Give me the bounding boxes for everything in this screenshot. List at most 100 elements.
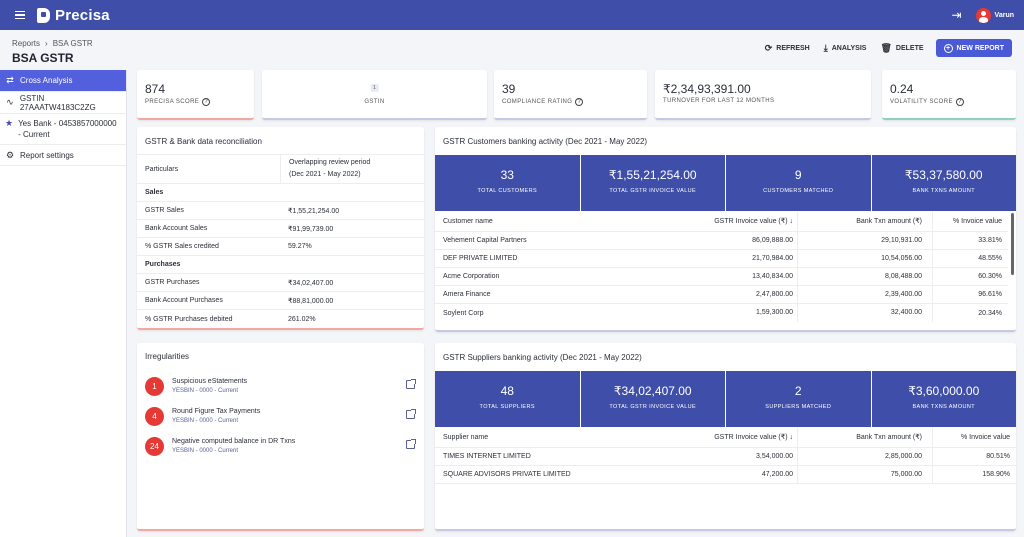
help-icon[interactable]: ? <box>202 98 211 106</box>
pulse-icon: ∿ <box>6 97 14 107</box>
cell: Vehement Capital Partners <box>443 237 527 244</box>
row-label: Bank Account Purchases <box>145 297 223 304</box>
avatar <box>975 7 991 23</box>
table-row: % GSTR Purchases debited 261.02% <box>137 310 424 328</box>
table-scrollbar[interactable] <box>1011 213 1014 275</box>
volatility-value: 0.24 <box>890 82 914 96</box>
row-value: ₹1,55,21,254.00 <box>288 207 340 215</box>
volatility-card: 0.24 VOLATILITY SCORE? <box>882 70 1016 120</box>
table-header-row: Customer name GSTR Invoice value (₹) ↓ B… <box>435 211 1008 232</box>
table-row[interactable]: Soylent Corp 1,59,300.00 32,400.00 20.34% <box>435 304 1008 322</box>
help-icon[interactable]: ? <box>575 98 584 106</box>
sales-label: Sales <box>145 189 164 196</box>
cell: 13,40,834.00 <box>655 267 798 286</box>
sidebar-item-yes-bank[interactable]: ★ Yes Bank - 0453857000000 - Current <box>0 114 126 145</box>
table-row: Bank Account Sales ₹91,99,739.00 <box>137 220 424 238</box>
column-header[interactable]: % Invoice value <box>960 434 1010 441</box>
chevron-right-icon: › <box>45 39 48 48</box>
table-row[interactable]: DEF PRIVATE LIMITED 21,70,984.00 10,54,056… <box>435 249 1008 268</box>
swap-icon: ⇄ <box>6 75 14 85</box>
new-report-button[interactable]: + NEW REPORT <box>935 39 1012 57</box>
table-row: GSTR Purchases ₹34,02,407.00 <box>137 274 424 292</box>
cell: 47,200.00 <box>655 465 798 484</box>
precisa-score-label: PRECISA SCORE <box>145 99 200 105</box>
delete-label: DELETE <box>895 44 924 52</box>
customers-activity-title: GSTR Customers banking activity (Dec 202… <box>443 137 648 146</box>
cell: TIMES INTERNET LIMITED <box>443 453 531 460</box>
kpi-total-invoice: ₹1,55,21,254.00 TOTAL GSTR INVOICE VALUE <box>580 155 725 211</box>
breadcrumb-reports[interactable]: Reports <box>12 39 41 48</box>
download-icon: ⤓ <box>823 42 828 53</box>
irregularities-card: Irregularities 1 Suspicious eStatements … <box>137 343 424 531</box>
kpi-suppliers-matched: 2 SUPPLIERS MATCHED <box>726 371 871 427</box>
page-title: BSA GSTR <box>12 51 74 65</box>
column-header[interactable]: Bank Txn amount (₹) <box>798 211 933 232</box>
list-item: 1 Suspicious eStatements YESBIN - 0000 -… <box>145 377 416 399</box>
help-icon[interactable]: ? <box>955 98 964 106</box>
compliance-label: COMPLIANCE RATING <box>502 99 573 105</box>
period-header: Overlapping review period (Dec 2021 - May… <box>280 154 424 184</box>
table-row[interactable]: TIMES INTERNET LIMITED 3,54,000.00 2,85,00… <box>435 447 1016 466</box>
row-value: ₹34,02,407.00 <box>288 279 334 287</box>
kpi-bank-txns: ₹3,60,000.00 BANK TXNS AMOUNT <box>871 371 1016 427</box>
kpi-label: CUSTOMERS MATCHED <box>763 188 834 194</box>
sidebar-item-gstin[interactable]: ∿ GSTIN 27AAATW4183C2ZG <box>0 92 126 114</box>
user-menu[interactable]: Varun <box>975 7 1014 23</box>
compliance-value: 39 <box>502 82 516 96</box>
open-in-new-icon[interactable] <box>406 439 416 449</box>
kpi-value: ₹3,60,000.00 <box>908 384 980 398</box>
column-header[interactable]: Supplier name <box>443 434 489 441</box>
column-header[interactable]: % Invoice value <box>952 218 1002 225</box>
table-row: % GSTR Sales credited 59.27% <box>137 238 424 256</box>
precisa-score-card: 874 PRECISA SCORE? <box>137 70 254 120</box>
cell: Amera Finance <box>443 291 491 298</box>
precisa-score-label-row: PRECISA SCORE? <box>145 98 211 106</box>
delete-button[interactable]: 🗑 DELETE <box>878 39 925 57</box>
gear-icon: ⚙ <box>5 149 15 160</box>
menu-icon[interactable] <box>15 10 25 20</box>
logout-icon[interactable]: ⇥ <box>951 8 962 22</box>
volatility-label-row: VOLATILITY SCORE? <box>890 98 964 106</box>
cell: 2,85,000.00 <box>798 447 933 466</box>
analysis-button[interactable]: ⤓ ANALYSIS <box>822 39 869 57</box>
kpi-customers-matched: 9 CUSTOMERS MATCHED <box>726 155 871 211</box>
kpi-value: ₹34,02,407.00 <box>613 384 692 398</box>
row-value: ₹88,81,000.00 <box>288 297 334 305</box>
kpi-value: 2 <box>794 384 802 398</box>
kpi-value: 48 <box>500 384 514 398</box>
cell: 86,09,888.00 <box>655 231 798 250</box>
kpi-total-suppliers: 48 TOTAL SUPPLIERS <box>435 371 580 427</box>
kpi-label: TOTAL GSTR INVOICE VALUE <box>609 404 697 410</box>
cell: 10,54,056.00 <box>798 249 933 268</box>
column-header-sorted[interactable]: GSTR Invoice value (₹) ↓ <box>655 211 798 232</box>
table-row[interactable]: Acme Corporation 13,40,834.00 8,08,488.00 6… <box>435 267 1008 286</box>
header-actions: ⟳ REFRESH ⤓ ANALYSIS 🗑 DELETE + NEW REPORT <box>763 39 1012 57</box>
column-header[interactable]: Bank Txn amount (₹) <box>798 427 933 448</box>
kpi-value: 33 <box>500 168 514 182</box>
table-row[interactable]: SQUARE ADVISORS PRIVATE LIMITED 47,200.00… <box>435 465 1016 484</box>
list-item: 24 Negative computed balance in DR Txns … <box>145 437 416 459</box>
cell: Acme Corporation <box>443 273 500 280</box>
sidebar-item-report-settings[interactable]: ⚙ Report settings <box>0 145 126 166</box>
sidebar-item-cross-analysis[interactable]: ⇄ Cross Analysis <box>0 70 126 92</box>
table-row[interactable]: Amera Finance 2,47,800.00 2,39,400.00 96.61… <box>435 285 1008 304</box>
sidebar: ⇄ Cross Analysis ∿ GSTIN 27AAATW4183C2ZG… <box>0 70 127 537</box>
refresh-label: REFRESH <box>776 44 810 52</box>
gstin-card: 1 GSTIN <box>262 70 487 120</box>
refresh-button[interactable]: ⟳ REFRESH <box>763 39 812 57</box>
cell: Soylent Corp <box>443 309 484 317</box>
open-in-new-icon[interactable] <box>406 409 416 419</box>
open-in-new-icon[interactable] <box>406 379 416 389</box>
logo[interactable]: Precisa <box>37 7 110 24</box>
cell: 32,400.00 <box>798 304 933 322</box>
period-header-line1: Overlapping review period <box>289 159 371 166</box>
table-row[interactable]: Vehement Capital Partners 86,09,888.00 29,… <box>435 231 1008 250</box>
column-header[interactable]: Customer name <box>443 218 493 225</box>
turnover-value: ₹2,34,93,391.00 <box>663 82 751 96</box>
cell: 80.51% <box>986 453 1010 460</box>
breadcrumb: Reports › BSA GSTR <box>12 39 93 48</box>
cell: 8,08,488.00 <box>798 267 933 286</box>
column-header-sorted[interactable]: GSTR Invoice value (₹) ↓ <box>655 427 798 448</box>
row-value: ₹91,99,739.00 <box>288 225 334 233</box>
cell: DEF PRIVATE LIMITED <box>443 255 518 262</box>
